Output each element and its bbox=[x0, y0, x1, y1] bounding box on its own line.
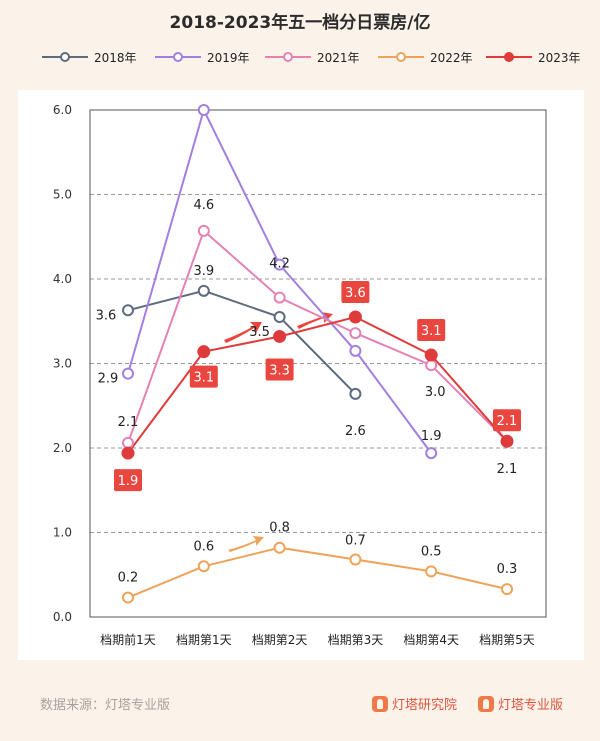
trend-arrow-icon bbox=[228, 536, 264, 552]
data-label-box bbox=[493, 409, 521, 432]
data-label: 0.6 bbox=[193, 539, 214, 554]
data-point bbox=[197, 224, 210, 237]
legend-marker bbox=[504, 52, 514, 62]
data-point bbox=[424, 348, 438, 362]
data-label: 0.3 bbox=[497, 562, 518, 577]
data-point bbox=[122, 367, 134, 380]
data-label: 1.9 bbox=[118, 474, 139, 489]
data-point bbox=[273, 258, 286, 271]
data-point bbox=[273, 311, 286, 324]
lighthouse-icon bbox=[478, 695, 494, 712]
legend-marker bbox=[60, 52, 70, 62]
data-point bbox=[425, 359, 438, 372]
data-point bbox=[425, 565, 438, 578]
data-labels: 3.6 3.9 3.5 2.6 2.9 1.9 2.1 4.6 4.2 3.0 2.1 0.2 0.6 0… bbox=[96, 198, 521, 586]
chart-title: 2018-2023年五一档分日票房/亿 bbox=[170, 12, 431, 33]
x-tick-label: 档期前1天 bbox=[100, 632, 156, 647]
x-tick-label: 档期第3天 bbox=[328, 633, 384, 647]
y-tick-label: 0.0 bbox=[53, 610, 72, 624]
series-line bbox=[127, 546, 508, 599]
data-point bbox=[501, 583, 513, 596]
data-point bbox=[197, 284, 210, 297]
plot-panel bbox=[18, 90, 584, 660]
data-label: 1.9 bbox=[421, 429, 442, 444]
data-label: 0.5 bbox=[421, 544, 442, 559]
data-point bbox=[425, 447, 438, 460]
series-line bbox=[127, 229, 508, 444]
legend-label: 2018年 bbox=[94, 51, 137, 65]
series-line bbox=[127, 289, 357, 395]
data-label-box bbox=[417, 319, 446, 342]
legend-marker bbox=[396, 52, 406, 62]
brand-pro-label: 灯塔专业版 bbox=[498, 698, 564, 713]
data-label: 3.6 bbox=[96, 308, 117, 323]
legend-label: 2021年 bbox=[317, 51, 360, 65]
data-label: 4.6 bbox=[193, 198, 214, 213]
y-tick-label: 3.0 bbox=[53, 357, 72, 371]
y-tick-label: 1.0 bbox=[53, 526, 72, 540]
data-point bbox=[349, 327, 362, 340]
data-label: 0.2 bbox=[118, 571, 139, 586]
data-label: 3.5 bbox=[249, 325, 270, 340]
data-label-box bbox=[341, 281, 370, 304]
legend-label: 2023年 bbox=[538, 51, 581, 65]
data-point bbox=[349, 344, 362, 357]
y-tick-label: 5.0 bbox=[53, 188, 72, 202]
x-tick-label: 档期第5天 bbox=[479, 633, 535, 647]
data-point bbox=[121, 446, 135, 460]
data-point bbox=[122, 591, 134, 604]
data-point bbox=[273, 541, 286, 554]
data-label: 2.9 bbox=[98, 372, 119, 387]
brand-research: 灯塔研究院 bbox=[372, 694, 457, 713]
legend-label: 2019年 bbox=[207, 51, 250, 65]
data-point bbox=[273, 329, 287, 343]
brand-pro: 灯塔专业版 bbox=[478, 694, 563, 713]
data-label: 2.1 bbox=[118, 415, 139, 430]
data-label: 4.2 bbox=[269, 257, 290, 272]
data-source: 数据来源：灯塔专业版 bbox=[40, 698, 171, 713]
data-point bbox=[349, 387, 362, 400]
data-point bbox=[500, 434, 514, 448]
data-label-box bbox=[114, 469, 142, 492]
data-label: 3.6 bbox=[345, 286, 366, 301]
axes: 0.0 1.0 2.0 3.0 4.0 5.0 6.0 档期前1天 档期第1天 档期第2天 档期第3… bbox=[53, 103, 547, 647]
data-label-box bbox=[265, 358, 294, 381]
data-label: 3.1 bbox=[193, 371, 214, 386]
legend-marker bbox=[173, 52, 183, 62]
data-label: 2.1 bbox=[497, 414, 518, 429]
data-label: 3.9 bbox=[193, 264, 214, 279]
data-point bbox=[348, 310, 362, 324]
plot-frame bbox=[89, 109, 547, 618]
grid bbox=[90, 194, 546, 533]
y-tick-label: 2.0 bbox=[53, 441, 72, 455]
data-point bbox=[349, 553, 362, 566]
data-point bbox=[122, 436, 134, 449]
lighthouse-icon bbox=[372, 695, 388, 712]
data-label: 3.0 bbox=[425, 385, 446, 400]
data-label-box bbox=[189, 365, 218, 388]
legend-marker bbox=[283, 52, 293, 62]
x-tick-label: 档期第1天 bbox=[176, 633, 232, 647]
data-point bbox=[197, 560, 210, 573]
data-point bbox=[273, 291, 286, 304]
data-point bbox=[122, 304, 134, 317]
legend-label: 2022年 bbox=[430, 51, 473, 65]
data-label: 3.1 bbox=[421, 324, 442, 339]
y-tick-label: 4.0 bbox=[53, 272, 72, 286]
data-label: 2.1 bbox=[497, 462, 518, 477]
data-label: 2.6 bbox=[345, 424, 366, 439]
data-point bbox=[197, 345, 211, 359]
data-point bbox=[197, 104, 210, 116]
data-label: 0.7 bbox=[345, 534, 366, 549]
brand-research-label: 灯塔研究院 bbox=[392, 698, 458, 713]
trend-arrow-icon bbox=[224, 322, 262, 343]
x-tick-label: 档期第4天 bbox=[403, 633, 459, 647]
legend: 2018年 2019年 2021年 2022年 2023年 bbox=[42, 51, 581, 65]
series-points bbox=[121, 104, 514, 604]
x-tick-label: 档期第2天 bbox=[252, 633, 308, 647]
data-label: 3.3 bbox=[269, 363, 290, 378]
y-tick-label: 6.0 bbox=[53, 103, 72, 117]
data-label: 0.8 bbox=[269, 521, 290, 536]
